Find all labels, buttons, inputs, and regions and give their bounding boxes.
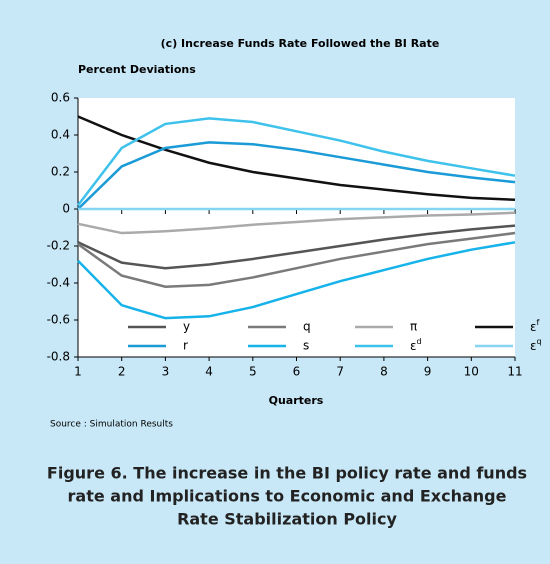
series-line	[77, 224, 516, 270]
series-line	[77, 117, 516, 207]
y-tick-label: 0	[62, 202, 70, 216]
x-tick-label: 11	[507, 365, 522, 379]
x-tick-label: 8	[380, 365, 388, 379]
y-axis-title: Percent Deviations	[78, 63, 196, 76]
x-tick-label: 5	[249, 365, 257, 379]
series-line	[77, 241, 516, 320]
y-tick-label: -0.8	[47, 350, 70, 364]
legend-label: r	[183, 339, 188, 353]
legend-label: π	[410, 320, 417, 334]
series-line	[77, 211, 516, 235]
x-tick-label: 6	[293, 365, 301, 379]
series-line	[77, 141, 516, 210]
legend-label: y	[183, 320, 190, 334]
legend-label: q	[303, 320, 311, 334]
y-tick-label: 0.4	[51, 128, 70, 142]
x-tick-label: 2	[118, 365, 126, 379]
legend-label: εd	[410, 337, 422, 353]
x-tick-label: 9	[424, 365, 432, 379]
x-tick-label: 10	[464, 365, 479, 379]
y-tick-label: 0.6	[51, 91, 70, 105]
y-tick-label: -0.6	[47, 313, 70, 327]
x-axis-title: Quarters	[269, 394, 324, 407]
caption: Figure 6. The increase in the BI policy …	[47, 464, 527, 483]
caption: rate and Implications to Economic and Ex…	[68, 487, 507, 506]
source: Source : Simulation Results	[50, 420, 173, 430]
caption: Rate Stabilization Policy	[177, 510, 397, 529]
legend-label: εf	[530, 318, 540, 334]
y-tick-label: 0.2	[51, 165, 70, 179]
legend-label: s	[303, 339, 309, 353]
legend-label: εq	[530, 337, 542, 353]
x-tick-label: 7	[336, 365, 344, 379]
x-tick-label: 1	[74, 365, 82, 379]
y-tick-label: -0.4	[47, 276, 70, 290]
y-tick-label: -0.2	[47, 239, 70, 253]
x-tick-label: 4	[205, 365, 213, 379]
series-line	[77, 231, 516, 288]
series-line	[77, 115, 516, 201]
chart-title: (c) Increase Funds Rate Followed the BI …	[161, 37, 440, 50]
x-tick-label: 3	[162, 365, 170, 379]
